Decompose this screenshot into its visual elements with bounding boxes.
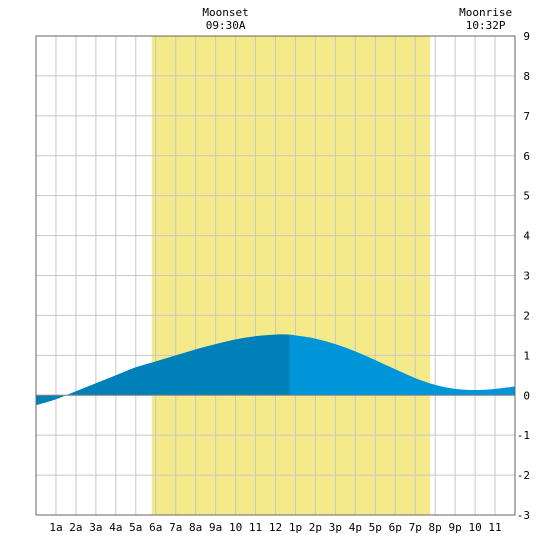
x-tick-label: 1p	[289, 521, 302, 534]
y-tick-label: 4	[523, 230, 530, 243]
y-tick-labels: -3 -2 -1 0 1 2 3 4 5 6 7 8 9	[517, 30, 531, 522]
moon-event-label: Moonrise	[459, 6, 512, 19]
x-tick-label: 10	[468, 521, 481, 534]
x-tick-label: 12	[269, 521, 282, 534]
moon-event-label: Moonset	[202, 6, 248, 19]
y-tick-label: 8	[523, 70, 530, 83]
x-tick-label: 7p	[409, 521, 422, 534]
y-tick-label: 2	[523, 309, 530, 322]
x-tick-label: 11	[249, 521, 262, 534]
x-tick-label: 2p	[309, 521, 322, 534]
tide-area-layer	[36, 334, 515, 406]
tide-area-past	[36, 334, 290, 406]
x-tick-label: 9a	[209, 521, 222, 534]
x-tick-label: 9p	[449, 521, 462, 534]
x-tick-label: 1a	[49, 521, 62, 534]
x-tick-label: 6a	[149, 521, 162, 534]
y-tick-label: 7	[523, 110, 530, 123]
x-tick-label: 7a	[169, 521, 182, 534]
x-tick-label: 5a	[129, 521, 142, 534]
x-tick-label: 8a	[189, 521, 202, 534]
x-tick-label: 3a	[89, 521, 102, 534]
x-tick-label: 10	[229, 521, 242, 534]
plot-frame	[35, 35, 516, 516]
y-tick-label: -3	[517, 509, 530, 522]
grid-layer	[36, 35, 515, 516]
y-tick-label: 1	[523, 349, 530, 362]
y-tick-label: 3	[523, 270, 530, 283]
x-tick-label: 5p	[369, 521, 382, 534]
y-tick-label: 6	[523, 150, 530, 163]
x-tick-label: 11	[488, 521, 501, 534]
y-tick-label: 9	[523, 30, 530, 43]
y-tick-label: -1	[517, 429, 530, 442]
y-tick-label: 0	[523, 389, 530, 402]
moon-event-time: 09:30A	[206, 19, 246, 32]
tide-area-future	[289, 334, 515, 396]
y-tick-label: -2	[517, 469, 530, 482]
x-tick-label: 4a	[109, 521, 122, 534]
y-tick-label: 5	[523, 190, 530, 203]
x-tick-label: 2a	[69, 521, 82, 534]
x-tick-label: 6p	[389, 521, 402, 534]
x-tick-labels: 1a 2a 3a 4a 5a 6a 7a 8a 9a 10 11 12 1p 2p 3p 4p 5p 6p 7p 8p…	[49, 521, 501, 534]
x-tick-label: 8p	[429, 521, 442, 534]
moon-event-time: 10:32P	[466, 19, 506, 32]
x-tick-label: 3p	[329, 521, 342, 534]
x-tick-label: 4p	[349, 521, 362, 534]
